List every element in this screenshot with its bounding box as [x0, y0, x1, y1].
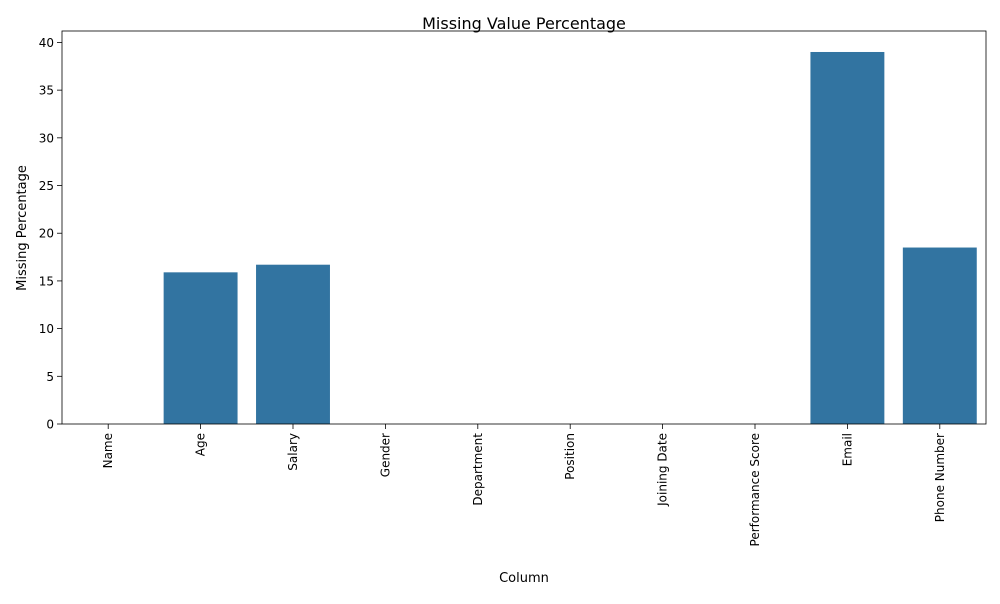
x-tick-label: Age	[194, 433, 208, 456]
bar-phone-number	[902, 247, 977, 424]
y-tick-label: 15	[39, 274, 54, 288]
x-tick-label: Email	[840, 433, 854, 466]
x-tick-label: Gender	[378, 433, 392, 477]
x-tick-label: Performance Score	[748, 433, 762, 546]
y-tick-label: 20	[39, 227, 54, 241]
bar-salary	[256, 264, 330, 424]
x-axis: Name Age Salary Gender Department Position Joi…	[101, 424, 947, 546]
x-tick-label: Joining Date	[656, 433, 670, 507]
y-axis: 0 5 10 15 20 25 30 35 40	[39, 36, 62, 432]
x-tick-label: Department	[471, 433, 485, 506]
y-tick-label: 5	[46, 370, 54, 384]
y-tick-label: 10	[39, 322, 54, 336]
y-tick-label: 25	[39, 179, 54, 193]
x-tick-label: Phone Number	[933, 433, 947, 522]
bar-email	[810, 51, 885, 424]
y-tick-label: 35	[39, 84, 54, 98]
bar-age	[163, 272, 238, 424]
x-tick-label: Name	[101, 433, 115, 468]
bars-group	[163, 51, 977, 424]
plot-area: 0 5 10 15 20 25 30 35 40 Name Age Salary Gender Depa…	[39, 30, 987, 546]
y-tick-label: 0	[46, 418, 54, 432]
x-tick-label: Salary	[286, 433, 300, 471]
chart-title: Missing Value Percentage	[422, 14, 626, 33]
y-tick-label: 30	[39, 131, 54, 145]
plot-frame	[61, 30, 987, 425]
y-axis-label: Missing Percentage	[15, 165, 30, 291]
x-tick-label: Position	[563, 433, 577, 480]
y-tick-label: 40	[39, 36, 54, 50]
x-axis-label: Column	[499, 571, 549, 586]
